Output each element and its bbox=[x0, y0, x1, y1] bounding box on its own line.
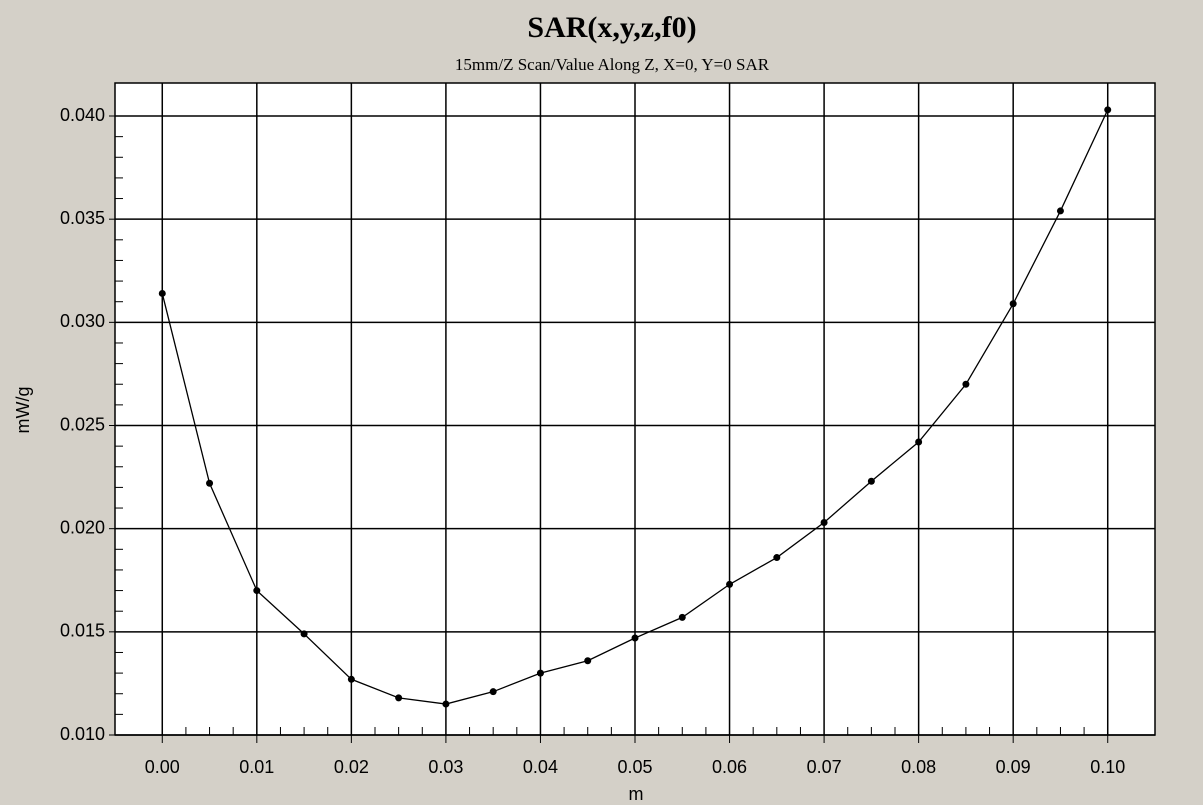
y-tick-label: 0.020 bbox=[60, 517, 105, 537]
x-tick-label: 0.01 bbox=[239, 757, 274, 777]
y-tick-label: 0.040 bbox=[60, 105, 105, 125]
data-point bbox=[300, 630, 308, 638]
data-point bbox=[773, 554, 781, 562]
data-point bbox=[536, 669, 544, 677]
y-axis-label: mW/g bbox=[13, 387, 33, 434]
x-tick-label: 0.09 bbox=[996, 757, 1031, 777]
y-tick-label: 0.035 bbox=[60, 208, 105, 228]
x-tick-label: 0.03 bbox=[428, 757, 463, 777]
data-point bbox=[1056, 207, 1064, 215]
data-point bbox=[678, 613, 686, 621]
plot-border bbox=[114, 82, 1156, 736]
x-tick-label: 0.08 bbox=[901, 757, 936, 777]
y-tick-label: 0.030 bbox=[60, 311, 105, 331]
data-point bbox=[1104, 106, 1112, 114]
x-tick-label: 0.00 bbox=[145, 757, 180, 777]
y-tick-label: 0.025 bbox=[60, 414, 105, 434]
data-point bbox=[1009, 300, 1017, 308]
data-point bbox=[726, 580, 734, 588]
x-axis-label: m bbox=[629, 784, 644, 804]
data-point bbox=[347, 675, 355, 683]
data-point bbox=[206, 479, 214, 487]
x-tick-label: 0.06 bbox=[712, 757, 747, 777]
data-point bbox=[253, 587, 261, 595]
data-point bbox=[584, 657, 592, 665]
data-point bbox=[867, 477, 875, 485]
chart-title: SAR(x,y,z,f0) bbox=[527, 11, 696, 44]
data-point bbox=[915, 438, 923, 446]
x-tick-label: 0.05 bbox=[617, 757, 652, 777]
data-point bbox=[820, 518, 828, 526]
x-tick-label: 0.04 bbox=[523, 757, 558, 777]
data-point bbox=[489, 688, 497, 696]
y-tick-label: 0.015 bbox=[60, 621, 105, 641]
data-point bbox=[395, 694, 403, 702]
data-point bbox=[442, 700, 450, 708]
data-point bbox=[631, 634, 639, 642]
data-point bbox=[158, 289, 166, 297]
chart-subtitle: 15mm/Z Scan/Value Along Z, X=0, Y=0 SAR bbox=[455, 55, 770, 74]
y-tick-label: 0.010 bbox=[60, 724, 105, 744]
x-tick-label: 0.07 bbox=[807, 757, 842, 777]
x-tick-label: 0.10 bbox=[1090, 757, 1125, 777]
data-point bbox=[962, 380, 970, 388]
x-tick-label: 0.02 bbox=[334, 757, 369, 777]
